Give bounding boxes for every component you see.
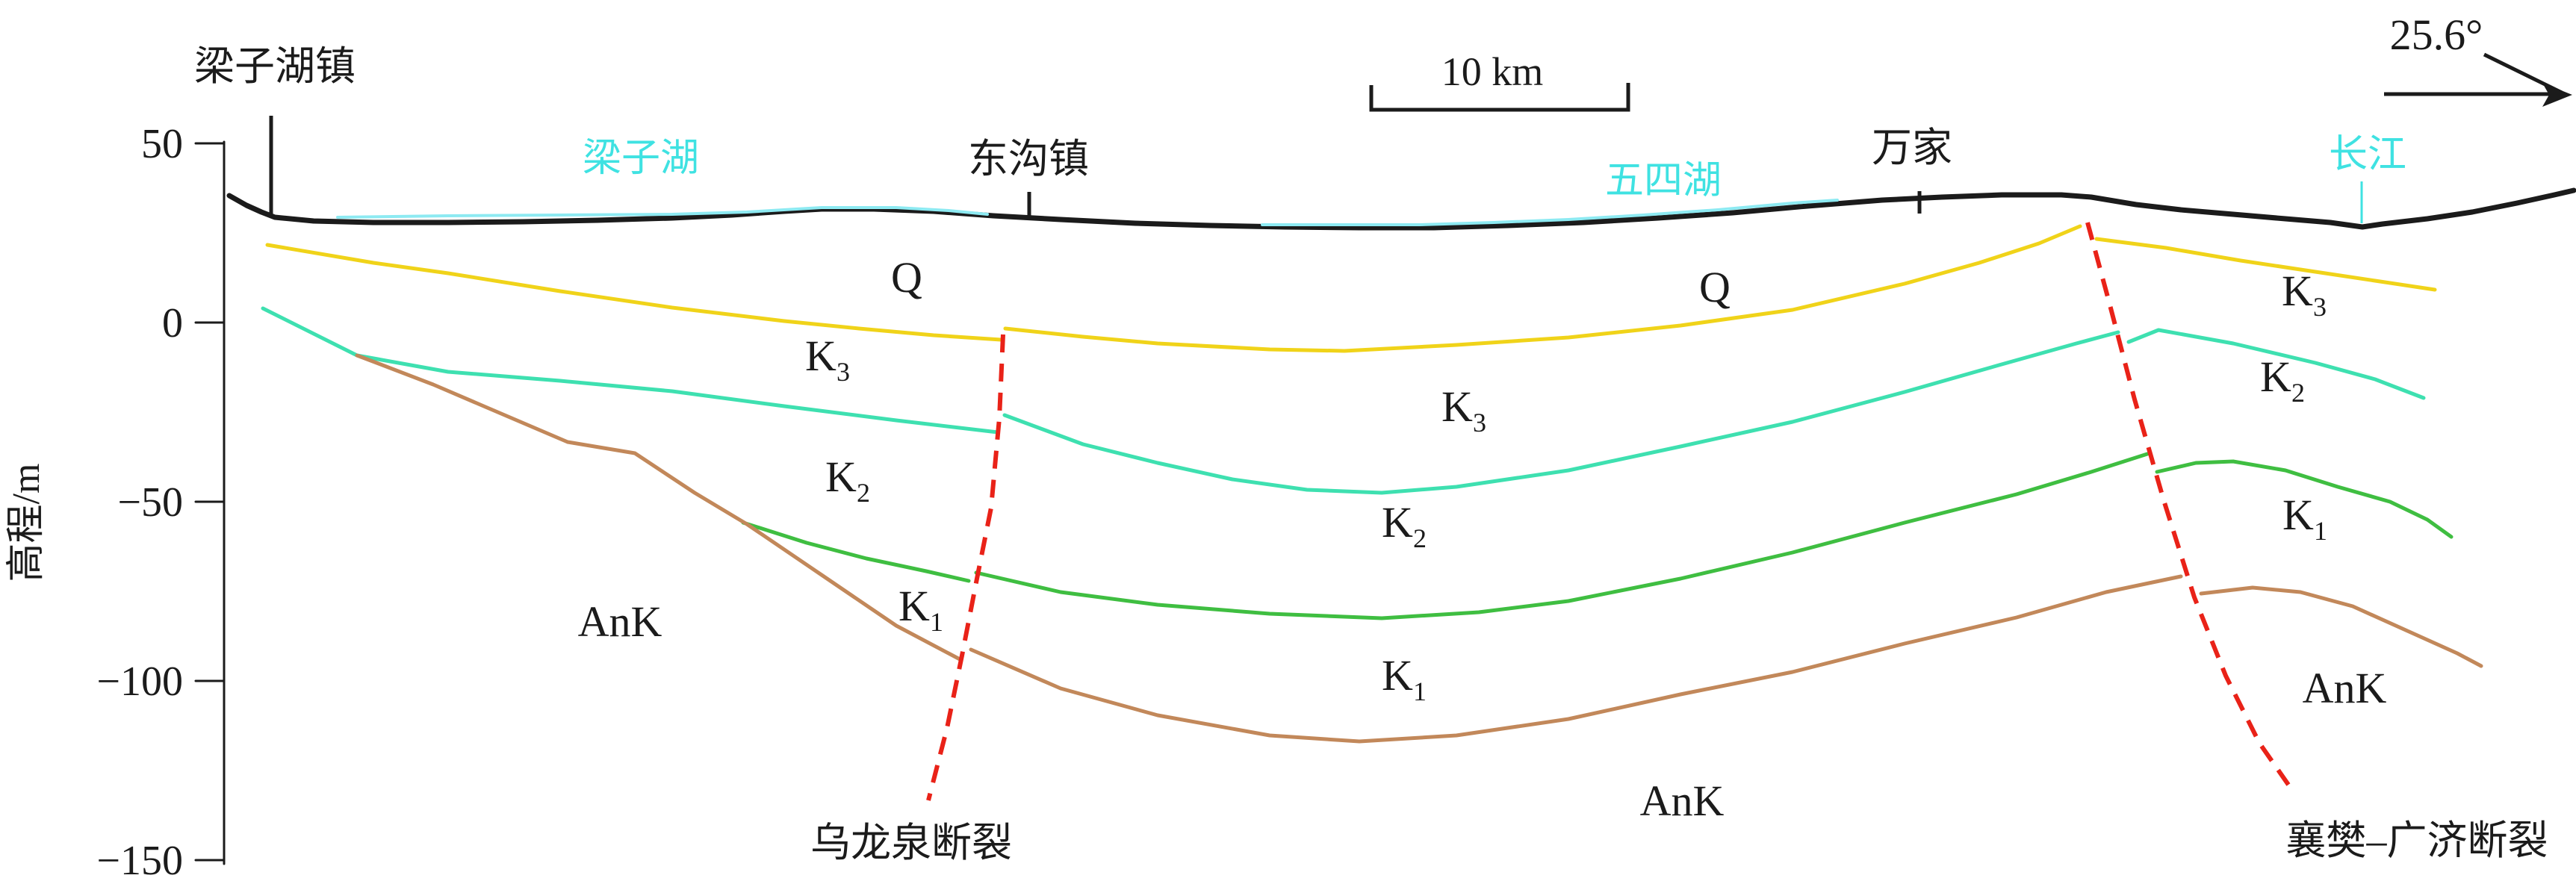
scale-bar-bracket xyxy=(1369,83,1630,112)
k2-base-line xyxy=(741,452,2454,620)
k1-base-left xyxy=(355,353,963,662)
stratum-label-q-left: Q xyxy=(891,253,922,302)
town-label-liangzihuzhen: 梁子湖镇 xyxy=(194,44,356,89)
axis-tick-label-n150: −150 xyxy=(96,838,183,884)
stratum-label-k3-left: K3 xyxy=(805,332,850,387)
stratum-label-ank-right: AnK xyxy=(2303,664,2387,712)
k1-main: K xyxy=(2282,491,2314,539)
scale-bar-label: 10 km xyxy=(1441,49,1544,94)
q-base-middle xyxy=(1003,224,2082,353)
town-label-donggouzhen: 东沟镇 xyxy=(968,137,1089,181)
k2-base-middle xyxy=(974,452,2150,620)
stratum-label-k1-mid: K1 xyxy=(1382,651,1427,706)
axis-tick-label-n100: −100 xyxy=(96,659,183,705)
stratum-label-k2-right: K2 xyxy=(2260,352,2305,408)
k3-main: K xyxy=(1441,382,1473,431)
stratum-label-k1-left: K1 xyxy=(899,582,943,637)
ground-surface-line xyxy=(226,187,2576,231)
k1-sub: 1 xyxy=(1413,676,1427,706)
k1-main: K xyxy=(1382,651,1413,700)
k2-sub: 2 xyxy=(2291,378,2305,408)
k3-sub: 3 xyxy=(2313,292,2327,322)
k2-main: K xyxy=(2260,352,2291,401)
town-label-wanjia: 万家 xyxy=(1872,125,1952,170)
stratum-label-k3-mid: K3 xyxy=(1441,382,1486,438)
stratum-label-k3-right: K3 xyxy=(2282,267,2327,322)
bearing-arrowhead-icon xyxy=(2542,83,2572,107)
stratum-label-q-right: Q xyxy=(1699,263,1731,311)
wulongquan-fault-line xyxy=(926,334,1005,801)
elevation-axis: 50 0 −50 −100 −150 高程/m xyxy=(5,121,226,884)
bearing-label: 25.6° xyxy=(2390,10,2483,59)
lake-label-liangzihu: 梁子湖 xyxy=(583,137,699,180)
k3-sub: 3 xyxy=(837,357,850,387)
river-label-changjiang: 长江 xyxy=(2329,134,2406,176)
stratum-label-k1-right: K1 xyxy=(2282,491,2327,546)
k3-base-left xyxy=(261,306,1000,435)
k1-base-line xyxy=(355,353,2483,744)
stratum-label-k2-left: K2 xyxy=(825,452,870,508)
k3-base-line xyxy=(261,306,2426,495)
fault-label-xiangfan-guangji: 襄樊–广济断裂 xyxy=(2286,818,2548,863)
k1-main: K xyxy=(899,582,930,630)
wusihu-water-line xyxy=(1261,199,1839,226)
q-base-left xyxy=(265,243,1003,342)
k1-base-right xyxy=(2199,585,2483,668)
axis-tick-label-n50: −50 xyxy=(117,479,183,526)
k3-base-middle xyxy=(1002,330,2120,495)
axis-tick-label-50: 50 xyxy=(141,121,183,167)
k3-sub: 3 xyxy=(1473,408,1486,438)
scale-bar: 10 km xyxy=(1369,49,1630,112)
stratum-label-k2-mid: K2 xyxy=(1382,498,1427,553)
k2-main: K xyxy=(825,452,857,501)
xiangfan-guangji-fault-line xyxy=(2085,222,2292,788)
k2-sub: 2 xyxy=(857,478,870,508)
k3-base-right xyxy=(2126,328,2426,400)
stratum-label-ank-mid: AnK xyxy=(1640,776,1725,825)
liangzihu-water-line xyxy=(336,206,989,219)
stratum-label-ank-left: AnK xyxy=(578,597,662,646)
fault-label-wulongquan: 乌龙泉断裂 xyxy=(810,821,1012,865)
k2-sub: 2 xyxy=(1413,523,1427,553)
q-base-right xyxy=(2094,237,2437,292)
k3-main: K xyxy=(805,332,837,380)
lake-label-wusihu: 五四湖 xyxy=(1605,160,1722,202)
axis-title: 高程/m xyxy=(5,464,48,582)
q-base-line xyxy=(265,224,2437,353)
k2-base-right xyxy=(2155,459,2454,539)
k2-base-left xyxy=(741,520,971,583)
k1-sub: 1 xyxy=(2314,516,2327,546)
k2-main: K xyxy=(1382,498,1413,547)
axis-tick-label-0: 0 xyxy=(162,300,183,346)
k3-main: K xyxy=(2282,267,2313,315)
bearing-indicator: 25.6° xyxy=(2384,10,2572,107)
k1-base-middle xyxy=(969,574,2183,744)
k1-sub: 1 xyxy=(930,607,943,637)
